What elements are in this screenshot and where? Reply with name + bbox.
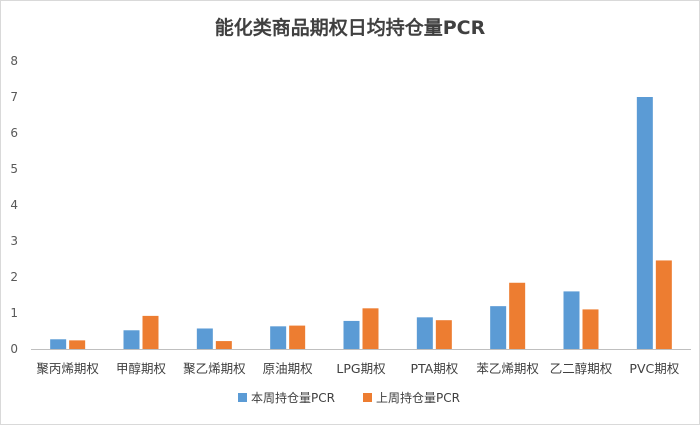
x-category-label: PVC期权 — [629, 361, 679, 376]
x-category-label: LPG期权 — [336, 361, 386, 376]
y-tick-label: 3 — [10, 234, 18, 248]
y-tick-label: 0 — [10, 342, 18, 356]
legend-label: 上周持仓量PCR — [376, 390, 460, 405]
y-tick-label: 1 — [10, 306, 18, 320]
bar — [270, 326, 287, 349]
y-tick-label: 7 — [10, 90, 18, 104]
bar — [123, 330, 140, 349]
bar — [655, 260, 672, 349]
y-tick-label: 5 — [10, 162, 18, 176]
y-axis-ticks: 0 1 2 3 4 5 6 7 8 — [10, 54, 18, 356]
legend-swatch — [238, 393, 247, 402]
x-category-label: 甲醇期权 — [116, 361, 167, 376]
bar — [215, 341, 232, 349]
x-axis-labels: 聚丙烯期权 甲醇期权 聚乙烯期权 原油期权 LPG期权 PTA期权 苯乙烯期权 乙二醇期权 PV… — [36, 361, 679, 376]
bar-series — [50, 97, 672, 349]
bar — [563, 291, 580, 349]
x-category-label: PTA期权 — [410, 361, 458, 376]
bar — [196, 328, 213, 349]
x-category-label: 原油期权 — [263, 361, 314, 376]
y-tick-label: 4 — [10, 198, 18, 212]
x-category-label: 乙二醇期权 — [550, 361, 613, 376]
x-category-label: 聚丙烯期权 — [36, 361, 99, 376]
bar — [50, 339, 67, 349]
bar — [289, 325, 306, 349]
chart-title: 能化类商品期权日均持仓量PCR — [215, 16, 486, 39]
bar — [416, 317, 433, 349]
bar — [490, 306, 507, 349]
bar — [343, 320, 360, 349]
bar — [142, 315, 159, 349]
y-tick-label: 6 — [10, 126, 18, 140]
bar — [636, 97, 653, 349]
y-tick-label: 8 — [10, 54, 18, 68]
bar — [509, 282, 526, 349]
legend-label: 本周持仓量PCR — [251, 390, 335, 405]
bar — [69, 340, 86, 349]
y-tick-label: 2 — [10, 270, 18, 284]
bar — [362, 308, 379, 349]
x-category-label: 聚乙烯期权 — [183, 361, 246, 376]
bar — [582, 309, 599, 349]
legend-swatch — [363, 393, 372, 402]
bar — [435, 320, 452, 349]
x-category-label: 苯乙烯期权 — [476, 361, 539, 376]
legend: 本周持仓量PCR 上周持仓量PCR — [238, 390, 460, 405]
